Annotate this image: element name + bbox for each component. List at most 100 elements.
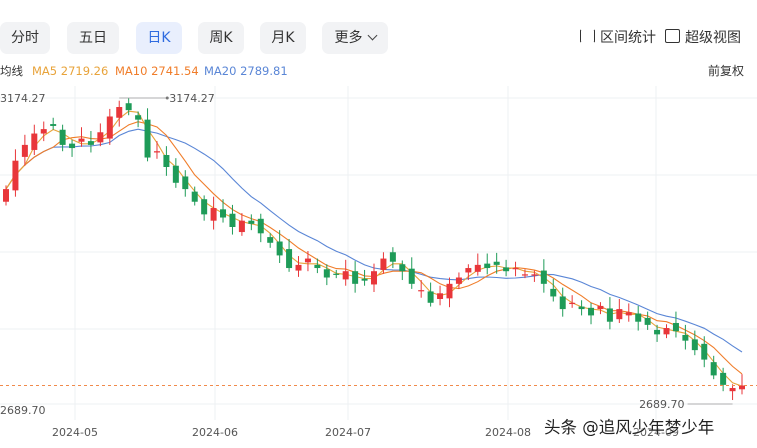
- candle-body: [191, 191, 198, 202]
- candle-body: [229, 213, 236, 227]
- candle-body: [588, 307, 595, 316]
- candle-body: [663, 328, 670, 335]
- tab-five-day[interactable]: 五日: [67, 22, 119, 54]
- candle-body: [201, 199, 208, 215]
- candle: [21, 134, 28, 166]
- candle: [710, 355, 717, 380]
- candle-body: [701, 343, 708, 360]
- candle: [446, 277, 453, 308]
- candle-body: [125, 103, 132, 111]
- candle: [182, 170, 189, 197]
- candle: [691, 330, 698, 356]
- x-tick-label: 2024-05: [52, 426, 98, 439]
- x-tick-label: 2024-09: [633, 426, 679, 439]
- candle: [493, 252, 500, 274]
- tab-intraday[interactable]: 分时: [0, 22, 50, 54]
- ma-legend: 均线 MA5 2719.26 MA10 2741.54 MA20 2789.81: [0, 63, 757, 79]
- range-stat-icon: [580, 29, 595, 43]
- candle-body: [380, 258, 387, 270]
- candle: [531, 270, 538, 282]
- candle: [12, 149, 19, 197]
- candle: [257, 213, 264, 243]
- candle: [31, 124, 38, 156]
- candle-body: [399, 264, 406, 272]
- candle-body: [691, 339, 698, 351]
- candle: [682, 324, 689, 350]
- tab-weekly-k[interactable]: 周K: [198, 22, 244, 54]
- candles-group: [3, 98, 745, 401]
- ma20-line-group: [5, 128, 743, 353]
- candle-body: [97, 132, 104, 143]
- candle-body: [3, 189, 9, 202]
- candle: [635, 305, 642, 331]
- max-marker-label: 3174.27: [169, 92, 215, 105]
- candle: [625, 303, 632, 322]
- chart-labels: 3174.27 2689.70 2024-05 2024-06 2024-07 2024-…: [0, 92, 757, 439]
- candle-body: [87, 141, 94, 145]
- candle-body: [672, 322, 679, 332]
- candle-body: [116, 107, 123, 118]
- candle-body: [59, 129, 66, 145]
- candle-body: [352, 271, 359, 284]
- candle: [399, 260, 406, 281]
- more-dropdown[interactable]: 更多: [322, 22, 388, 54]
- tab-monthly-k[interactable]: 月K: [260, 22, 306, 54]
- candle-body: [342, 271, 349, 280]
- candle: [588, 302, 595, 325]
- candle: [87, 131, 94, 153]
- candle: [153, 141, 160, 159]
- candle-body: [682, 334, 689, 341]
- watermark: 头条 @追风少年梦少年: [544, 418, 715, 437]
- candle-body: [286, 249, 293, 269]
- candle: [512, 261, 519, 277]
- candle-body: [550, 288, 557, 297]
- candle: [238, 213, 245, 236]
- candle: [97, 123, 104, 147]
- period-tabs: 分时 五日 日K 周K 月K 更多: [0, 22, 757, 54]
- candle-body: [314, 264, 321, 269]
- ma20-line: [5, 128, 743, 353]
- candle-body: [484, 263, 491, 269]
- candle: [295, 256, 302, 277]
- adjust-mode-label[interactable]: 前复权: [707, 64, 744, 78]
- tab-daily-k[interactable]: 日K: [136, 22, 182, 54]
- candle-body: [361, 278, 368, 281]
- candle: [389, 247, 396, 269]
- candle: [465, 264, 472, 281]
- min-marker-label: 2689.70: [639, 398, 685, 411]
- candle: [220, 199, 227, 223]
- candle-body: [267, 237, 274, 243]
- candle: [69, 139, 76, 157]
- ma10-value: MA10 2741.54: [115, 64, 199, 78]
- candle-body: [739, 385, 745, 390]
- candle: [135, 111, 142, 128]
- candle: [371, 263, 377, 293]
- candle: [701, 336, 708, 368]
- candle-body: [531, 274, 538, 276]
- candle: [578, 300, 585, 316]
- candle-body: [210, 208, 217, 221]
- x-tick-label: 2024-08: [485, 426, 531, 439]
- candle-body: [654, 329, 661, 335]
- candle: [163, 146, 170, 176]
- candle-body: [276, 241, 283, 256]
- range-stat-button[interactable]: 区间统计: [580, 22, 656, 54]
- candle-body: [182, 176, 189, 190]
- super-view-button[interactable]: 超级视图: [665, 22, 741, 54]
- candle: [342, 259, 349, 286]
- ma10-line-group: [5, 121, 743, 375]
- candle: [50, 117, 57, 130]
- candle: [503, 259, 510, 277]
- candle-body: [144, 119, 151, 158]
- candle: [116, 100, 123, 127]
- candle: [304, 250, 311, 272]
- candle: [663, 324, 670, 339]
- candle: [672, 311, 679, 338]
- candle-body: [644, 317, 651, 325]
- super-view-label: 超级视图: [685, 30, 741, 46]
- candle: [125, 98, 132, 116]
- candle-body: [540, 270, 547, 284]
- candle-body: [446, 283, 453, 299]
- x-tick-label: 2024-07: [325, 426, 371, 439]
- super-view-icon: [665, 29, 680, 43]
